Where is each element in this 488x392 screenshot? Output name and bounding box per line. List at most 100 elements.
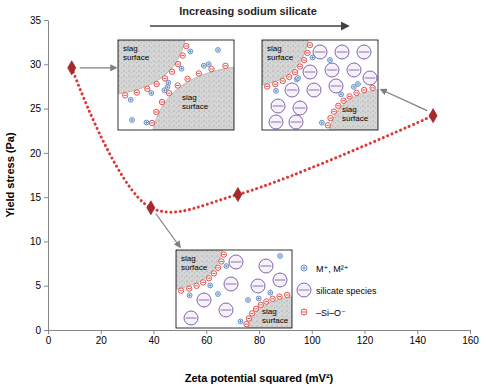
surface-site xyxy=(185,76,190,81)
surface-site xyxy=(122,93,127,98)
surface-site xyxy=(221,252,226,257)
surface-site xyxy=(244,321,249,326)
silicate-species xyxy=(329,79,343,93)
y-tick: 5 xyxy=(35,280,48,291)
cation xyxy=(238,319,243,324)
data-point xyxy=(68,61,76,75)
legend-symbol xyxy=(297,283,311,297)
inset-frame xyxy=(118,40,234,130)
y-tick-label: 0 xyxy=(35,325,41,336)
surface-site xyxy=(175,61,180,66)
legend-item: –Si–O⁻ xyxy=(301,308,346,318)
silicate-species xyxy=(289,115,303,129)
x-tick: 80 xyxy=(254,330,266,346)
inset-frame xyxy=(176,250,292,328)
cation xyxy=(224,264,229,269)
legend-symbol xyxy=(301,265,307,271)
surface-site xyxy=(209,66,214,71)
data-point xyxy=(429,109,437,123)
x-tick: 60 xyxy=(201,330,213,346)
y-tick-mark xyxy=(44,20,48,21)
y-tick: 0 xyxy=(35,325,48,336)
surface-site xyxy=(194,283,199,288)
y-tick: 15 xyxy=(30,192,48,203)
surface-site xyxy=(305,50,310,55)
y-axis-title: Yield stress (Pa) xyxy=(4,132,16,218)
cation xyxy=(162,88,167,93)
y-tick-mark xyxy=(44,109,48,110)
surface-site xyxy=(211,271,216,276)
surface-site xyxy=(277,294,282,299)
x-tick-label: 0 xyxy=(46,335,52,346)
legend-label: silicate species xyxy=(316,286,377,296)
cation xyxy=(310,55,315,60)
x-tick-mark xyxy=(470,330,471,334)
y-tick-mark xyxy=(44,241,48,242)
x-tick-mark xyxy=(206,330,207,334)
silicate-species xyxy=(251,279,265,293)
y-tick-mark xyxy=(44,330,48,331)
x-tick-label: 80 xyxy=(254,335,266,346)
surface-site xyxy=(134,90,139,95)
silicate-species xyxy=(271,99,285,113)
x-tick-label: 40 xyxy=(148,335,160,346)
surface-site xyxy=(178,288,183,293)
surface-site xyxy=(341,98,346,103)
surface-site xyxy=(166,91,171,96)
inset-label: slagsurface xyxy=(267,44,294,62)
cation xyxy=(179,66,184,71)
cation xyxy=(339,92,344,97)
silicate-species xyxy=(325,63,339,77)
surface-site xyxy=(219,259,224,264)
pointer-arrow xyxy=(156,214,180,247)
x-tick-label: 120 xyxy=(357,335,374,346)
surface-site xyxy=(175,83,180,88)
surface-site xyxy=(200,280,205,285)
y-tick-label: 25 xyxy=(30,103,42,114)
surface-site xyxy=(301,57,306,62)
legend-item: silicate species xyxy=(297,283,377,297)
cation xyxy=(208,283,213,288)
x-tick-mark xyxy=(48,330,49,334)
silicate-species xyxy=(219,303,233,317)
x-tick: 140 xyxy=(409,330,426,346)
x-tick: 100 xyxy=(304,330,321,346)
y-tick: 10 xyxy=(30,236,48,247)
y-tick: 30 xyxy=(30,59,48,70)
surface-site xyxy=(196,71,201,76)
cation xyxy=(149,91,154,96)
surface-site xyxy=(264,299,269,304)
pointer-arrow xyxy=(381,90,427,111)
inset-body xyxy=(176,250,292,328)
x-tick: 120 xyxy=(357,330,374,346)
inset-background xyxy=(118,40,234,130)
x-tick-mark xyxy=(417,330,418,334)
silicate-species xyxy=(347,63,361,77)
surface-site xyxy=(253,306,258,311)
y-axis: 05101520253035 xyxy=(30,15,49,336)
chart-svg: 02040608010012014016005101520253035Zeta … xyxy=(0,0,488,392)
inset-background xyxy=(262,40,378,130)
surface-site xyxy=(336,103,341,108)
y-tick-mark xyxy=(44,286,48,287)
silicate-species xyxy=(285,83,299,97)
silicate-species xyxy=(293,101,307,115)
cation xyxy=(246,298,251,303)
y-tick-label: 30 xyxy=(30,59,42,70)
surface-site xyxy=(154,109,159,114)
inset-legend: M⁺, M²⁺silicate species–Si–O⁻ xyxy=(297,264,377,318)
surface-site xyxy=(206,276,211,281)
cation xyxy=(216,48,221,53)
cation xyxy=(356,82,361,87)
x-tick: 160 xyxy=(462,330,479,346)
slag-region xyxy=(262,40,308,85)
inset-frame xyxy=(262,40,378,130)
surface-site xyxy=(215,265,220,270)
silicate-species xyxy=(307,83,321,97)
slag-region xyxy=(329,90,378,131)
silicate-species xyxy=(224,277,238,291)
silicate-species xyxy=(229,255,243,269)
silicate-species xyxy=(357,45,371,59)
x-tick-mark xyxy=(312,330,313,334)
surface-site xyxy=(328,115,333,120)
